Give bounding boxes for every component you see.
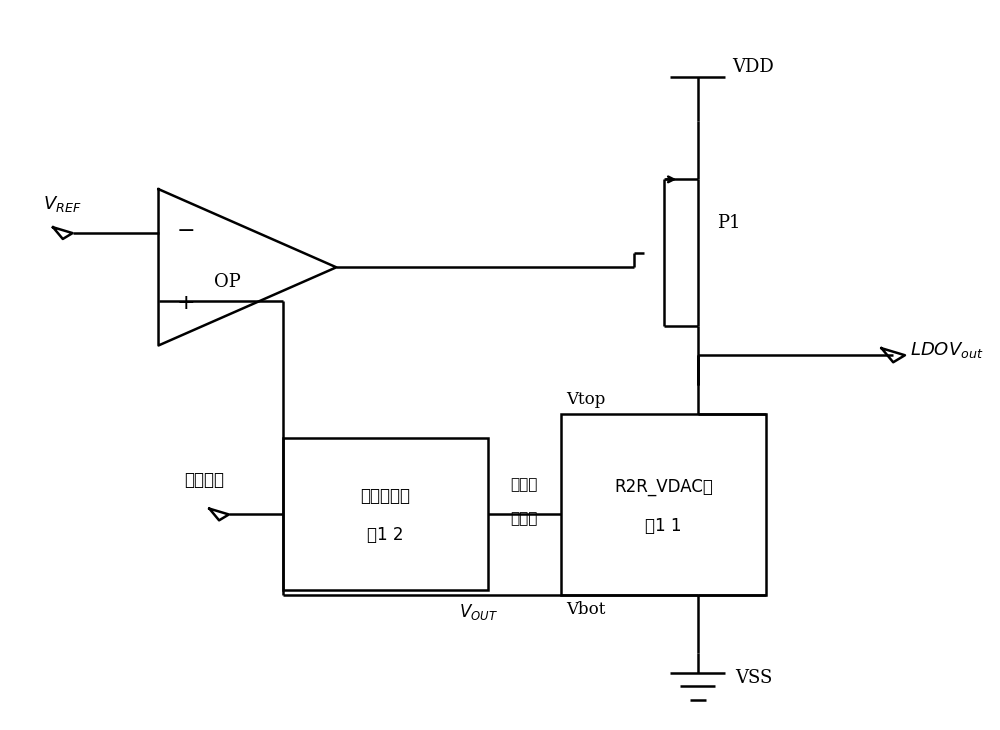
Text: OP: OP xyxy=(214,273,240,291)
Text: 制信号: 制信号 xyxy=(511,512,538,526)
Text: 信号处理模: 信号处理模 xyxy=(360,488,410,505)
Text: $V_{OUT}$: $V_{OUT}$ xyxy=(459,602,497,622)
Text: 块1 1: 块1 1 xyxy=(645,517,682,534)
Text: R2R_VDAC模: R2R_VDAC模 xyxy=(614,477,713,496)
Text: 块1 2: 块1 2 xyxy=(367,526,403,545)
Text: Vbot: Vbot xyxy=(566,601,605,618)
Text: 目标控: 目标控 xyxy=(511,477,538,492)
Text: −: − xyxy=(177,221,195,241)
Bar xyxy=(561,414,766,595)
Text: VDD: VDD xyxy=(732,58,774,76)
Text: +: + xyxy=(177,293,195,313)
Text: P1: P1 xyxy=(717,215,741,232)
Text: 控制信号: 控制信号 xyxy=(184,472,224,489)
Text: VSS: VSS xyxy=(735,669,772,687)
Text: $LDOV_{out}$: $LDOV_{out}$ xyxy=(910,340,983,361)
Text: Vtop: Vtop xyxy=(566,391,605,407)
Bar xyxy=(283,438,488,590)
Text: $V_{REF}$: $V_{REF}$ xyxy=(43,193,82,214)
